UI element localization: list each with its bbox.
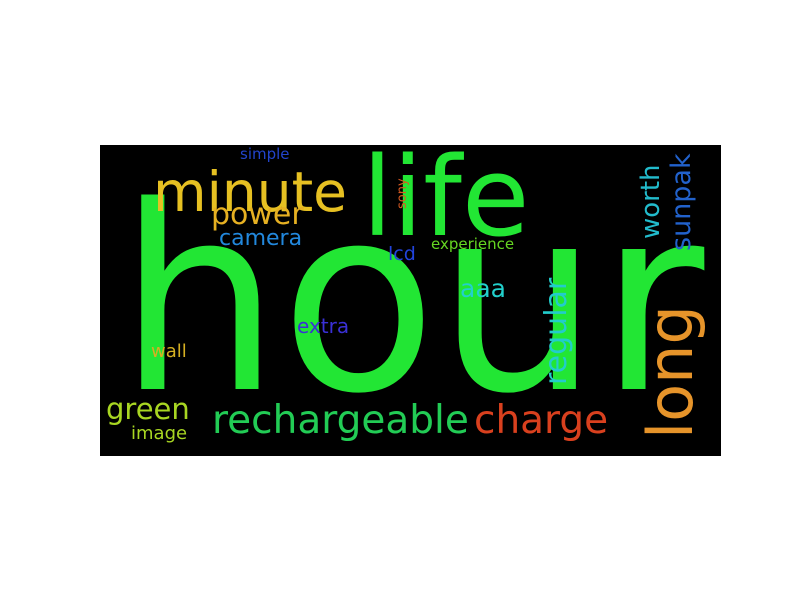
word-aaa: aaa — [460, 274, 506, 303]
word-regular: regular — [539, 277, 574, 385]
word-camera: camera — [219, 226, 303, 251]
word-worth: worth — [636, 164, 666, 239]
word-experience: experience — [431, 235, 515, 253]
word-sunpak: sunpak — [666, 153, 697, 251]
word-life: life — [362, 145, 530, 261]
word-sony: sony — [395, 178, 410, 209]
word-cloud: hour life minute long rechargeable charg… — [100, 145, 721, 456]
word-long: long — [634, 305, 707, 439]
word-wall: wall — [151, 341, 187, 362]
word-power: power — [211, 197, 304, 232]
word-minute: minute — [153, 160, 347, 224]
word-green: green — [106, 392, 190, 426]
word-rechargeable: rechargeable — [212, 398, 469, 443]
word-image: image — [131, 423, 188, 444]
word-hour: hour — [118, 152, 705, 450]
word-extra: extra — [297, 314, 350, 338]
word-simple: simple — [240, 145, 290, 163]
word-lcd: lcd — [388, 243, 416, 265]
word-charge: charge — [474, 398, 609, 443]
